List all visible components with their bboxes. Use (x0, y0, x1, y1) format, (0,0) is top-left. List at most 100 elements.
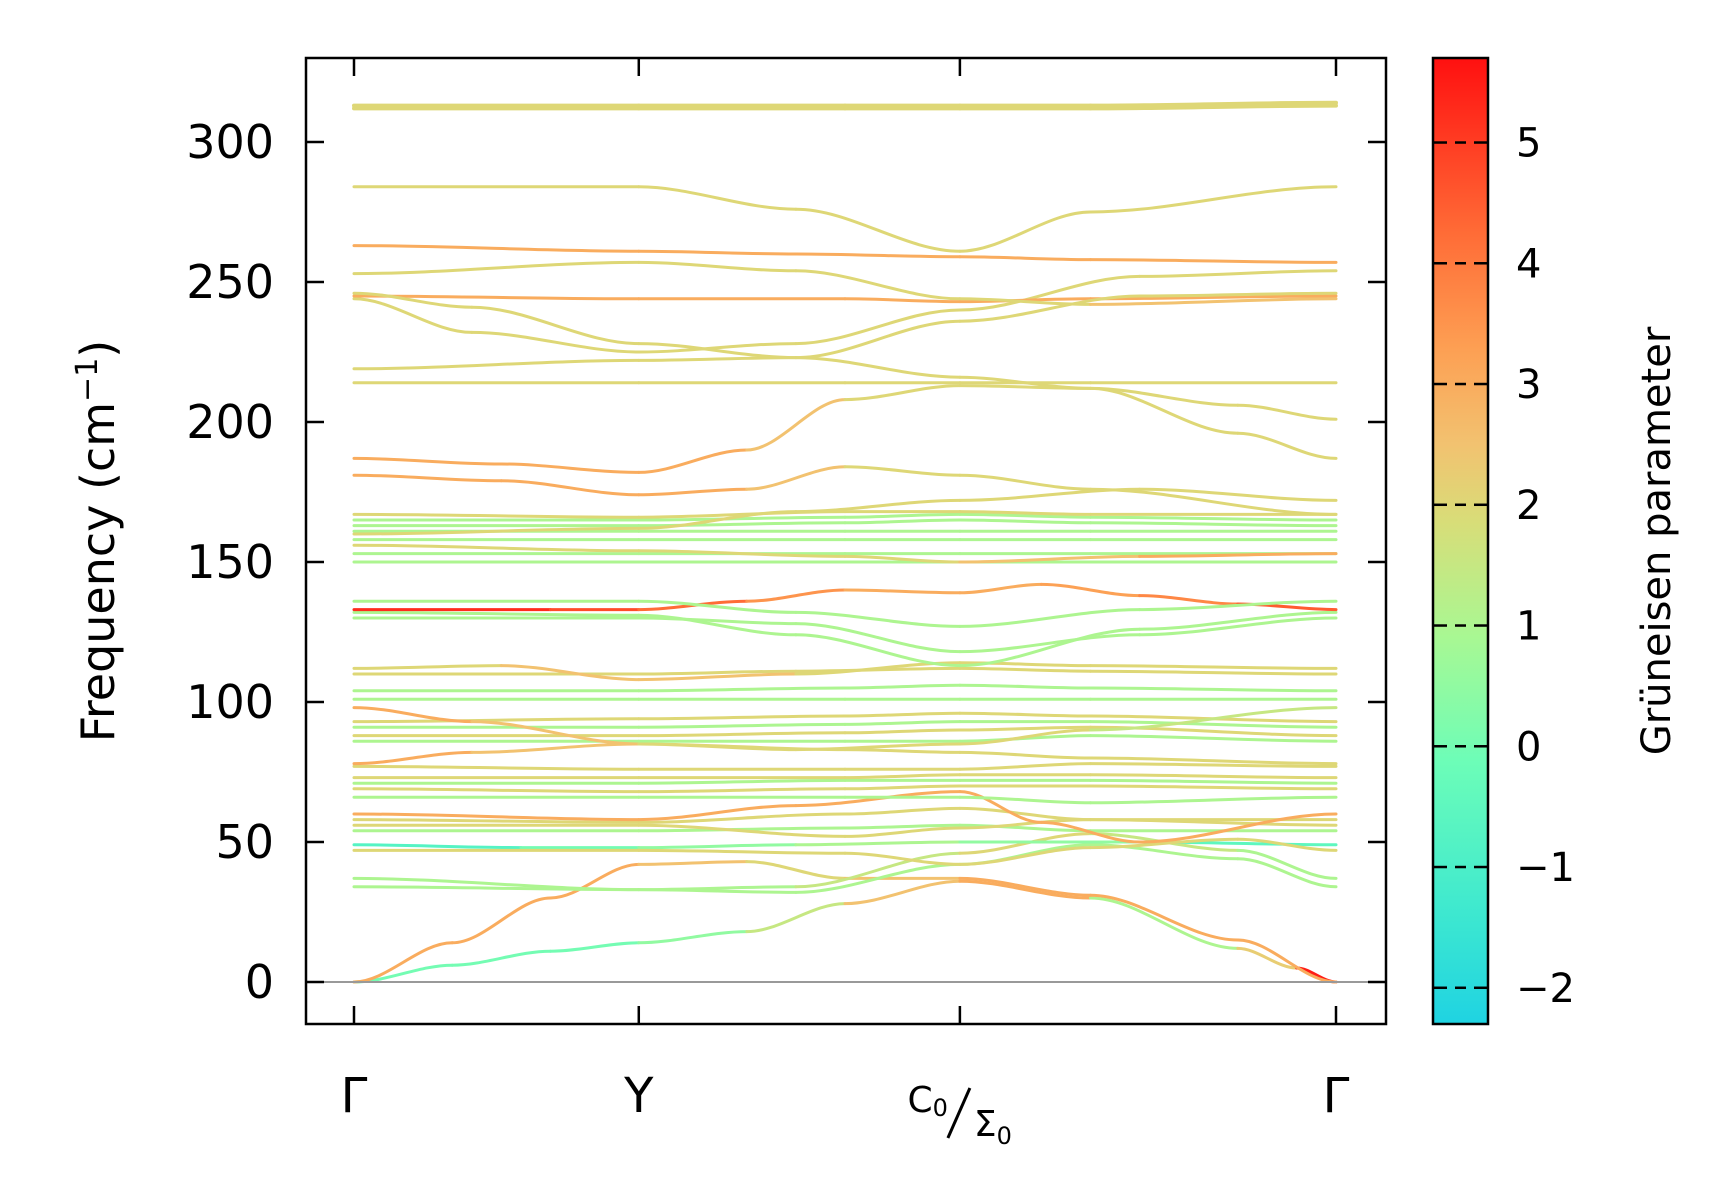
band-5-segment (352, 843, 523, 850)
x-label-bottom: Σ0 (974, 1104, 1012, 1150)
band-1-segment (548, 941, 641, 953)
band-38-segment (794, 498, 962, 514)
phonon-bands (352, 100, 1338, 984)
colorbar-label: Grüneisen parameter (1634, 326, 1680, 755)
band-2 (352, 860, 1338, 984)
band-16-segment (1089, 756, 1338, 766)
band-29-segment (637, 599, 798, 614)
band-50 (352, 100, 1338, 108)
band-2-segment (1236, 938, 1338, 984)
band-42-segment (352, 358, 641, 371)
y-axis-label-superscript: −1 (70, 358, 105, 402)
band-1-segment (1089, 896, 1240, 950)
band-2-segment (637, 860, 749, 866)
band-40-segment (1236, 431, 1338, 460)
band-10-segment (637, 804, 798, 822)
band-7-segment (958, 823, 1092, 833)
band-18 (352, 725, 1338, 738)
band-42-segment (958, 375, 1092, 390)
band-4-segment (794, 851, 962, 889)
colorbar (1431, 56, 1490, 1026)
band-18-segment (958, 725, 1092, 732)
y-tick-label: 100 (186, 675, 274, 729)
y-axis-label: Frequency (cm−1) (70, 340, 126, 743)
colorbar-ticks: −2 −1 0 1 2 3 4 5 (1433, 121, 1575, 1012)
band-36-segment (843, 512, 962, 519)
band-32-segment (1138, 552, 1338, 558)
x-tick-label-split: C0 Σ0 (907, 1080, 1011, 1150)
colorbar-tick-label: 5 (1516, 121, 1541, 167)
band-39-segment (637, 487, 749, 497)
band-16-segment (470, 742, 641, 754)
band-15-segment (352, 764, 641, 771)
band-45-segment (794, 319, 962, 360)
band-2-segment (548, 862, 641, 900)
band-45-segment (637, 342, 798, 360)
band-29-segment (958, 608, 1142, 628)
band-23-segment (637, 686, 847, 693)
band-2-segment (745, 860, 847, 880)
band-4-segment (637, 885, 798, 892)
band-24-segment (1089, 669, 1338, 676)
x-tick-label: Γ (1323, 1068, 1350, 1124)
band-28-segment (1138, 594, 1240, 606)
band-38-segment (637, 510, 798, 530)
band-48-segment (958, 210, 1092, 253)
band-13-segment (1089, 778, 1338, 785)
band-26-segment (958, 633, 1142, 654)
band-5-segment (794, 840, 962, 847)
band-18-segment (637, 731, 847, 738)
band-26-segment (637, 616, 798, 626)
band-1 (352, 879, 1338, 984)
band-2-segment (450, 896, 552, 945)
band-49-segment (1088, 103, 1338, 111)
band-16-segment (958, 750, 1092, 760)
band-25-segment (499, 664, 641, 682)
band-47-segment (958, 255, 1092, 262)
band-26-segment (794, 622, 962, 654)
band-8-segment (843, 826, 962, 838)
band-35-segment (637, 521, 847, 528)
x-label-top-sub: 0 (933, 1094, 948, 1122)
band-9 (352, 806, 1338, 824)
band-8-segment (637, 823, 847, 838)
band-37-segment (352, 512, 641, 519)
band-25-segment (958, 661, 1092, 668)
band-10-segment (352, 812, 641, 822)
band-38 (352, 487, 1338, 536)
band-40-segment (745, 398, 847, 452)
colorbar-tick-label: 4 (1516, 241, 1541, 287)
band-43-segment (352, 297, 474, 334)
band-24-segment (958, 666, 1092, 673)
band-39-segment (843, 465, 962, 477)
band-27 (352, 610, 1338, 668)
band-2-segment (352, 941, 454, 984)
band-32-segment (352, 543, 641, 553)
band-40 (352, 384, 1338, 474)
band-46-segment (352, 260, 641, 276)
band-42-segment (794, 356, 962, 379)
band-47-segment (637, 249, 798, 256)
band-43 (352, 269, 1338, 354)
band-29-segment (1138, 599, 1338, 612)
band-43-segment (470, 330, 641, 354)
band-47-segment (794, 252, 962, 259)
band-21-segment (352, 706, 474, 724)
band-20 (352, 711, 1338, 724)
band-3-segment (1236, 857, 1338, 889)
band-40-segment (637, 448, 749, 474)
band-3-segment (794, 862, 962, 894)
band-9-segment (958, 806, 1092, 822)
x-axis-ticks: Γ Y C0 Σ0 Γ (341, 58, 1350, 1150)
band-27-segment (958, 627, 1142, 668)
band-35-segment (843, 518, 962, 525)
band-21-segment (1089, 706, 1338, 732)
band-49 (352, 103, 1338, 111)
band-36-segment (958, 512, 1092, 519)
band-14 (352, 773, 1338, 780)
band-28-segment (1039, 582, 1142, 598)
band-1-segment (637, 930, 749, 945)
band-43-segment (794, 308, 962, 346)
colorbar-tick-label: 3 (1516, 362, 1541, 408)
y-tick-label: 50 (215, 815, 274, 869)
